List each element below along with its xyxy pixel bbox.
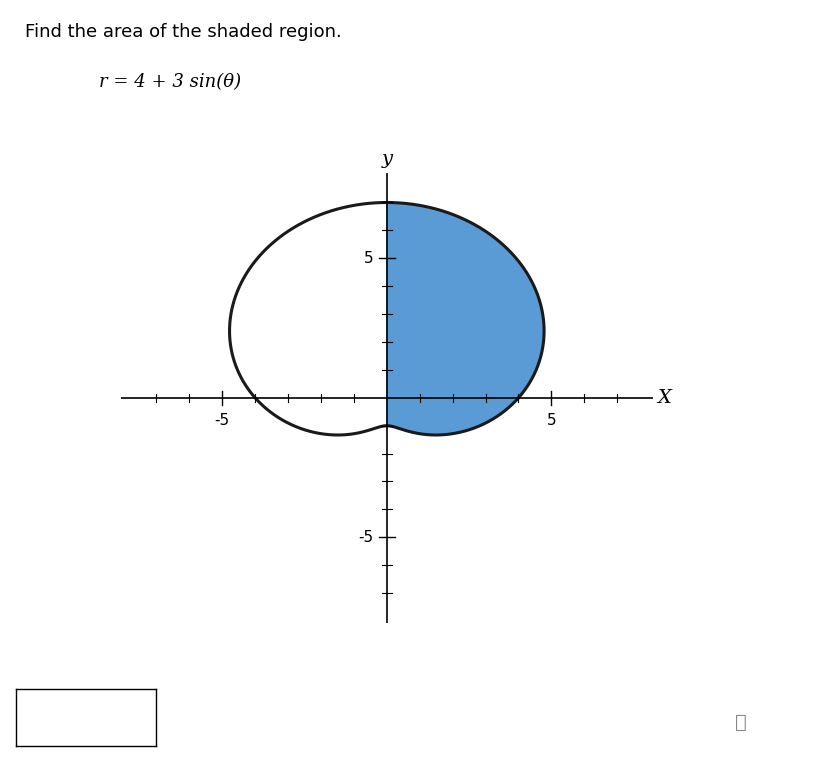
Text: -5: -5 (359, 530, 374, 545)
Text: ⓘ: ⓘ (735, 714, 746, 732)
Text: 5: 5 (364, 251, 374, 265)
Text: r = 4 + 3 sin(θ): r = 4 + 3 sin(θ) (99, 73, 241, 91)
Text: Find the area of the shaded region.: Find the area of the shaded region. (25, 23, 342, 41)
Polygon shape (387, 203, 544, 435)
Text: -5: -5 (215, 413, 230, 428)
Text: y: y (381, 150, 393, 168)
Text: 5: 5 (546, 413, 556, 428)
Text: X: X (658, 389, 672, 407)
